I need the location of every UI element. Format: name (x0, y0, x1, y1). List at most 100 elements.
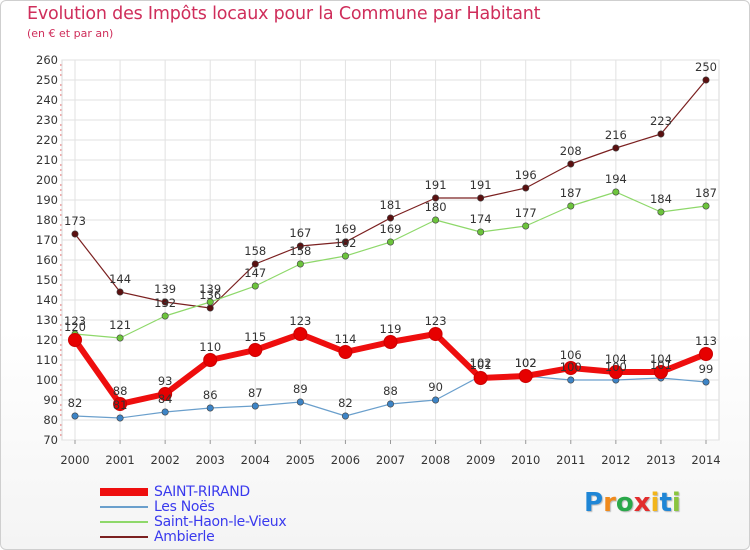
data-point-saint-haon-le-vieux (702, 202, 710, 210)
y-minor-tick (60, 224, 62, 226)
data-label-saint-haon-le-vieux: 132 (154, 296, 176, 310)
data-label-saint-haon-le-vieux: 180 (425, 200, 447, 214)
x-tick-label: 2002 (151, 453, 180, 467)
x-tick-label: 2007 (376, 453, 405, 467)
y-minor-tick (60, 94, 62, 96)
legend-label-ambierle: Ambierle (154, 529, 215, 545)
y-minor-tick (60, 254, 62, 256)
legend-swatch-saint-haon-le-vieux (100, 521, 148, 523)
y-minor-tick (60, 69, 62, 71)
data-label-ambierle: 169 (334, 222, 356, 236)
data-label-ambierle: 181 (380, 198, 402, 212)
data-point-les-no-s (206, 404, 214, 412)
y-minor-tick (60, 324, 62, 326)
y-tick-label: 230 (36, 113, 58, 127)
data-point-ambierle (161, 298, 169, 306)
y-minor-tick (60, 204, 62, 206)
data-label-les-no-s: 90 (428, 380, 443, 394)
brand-letter: t (659, 488, 672, 518)
data-point-saint-rirand (699, 347, 713, 361)
y-tick-label: 90 (43, 393, 58, 407)
y-minor-tick (60, 154, 62, 156)
data-point-saint-rirand (383, 335, 398, 349)
y-tick-label: 150 (36, 273, 58, 287)
y-minor-tick (60, 249, 62, 251)
data-label-saint-rirand: 119 (380, 322, 402, 336)
brand-letter: i (671, 488, 681, 518)
data-label-ambierle: 167 (289, 226, 311, 240)
data-label-les-no-s: 88 (383, 384, 398, 398)
x-tick-label: 2011 (556, 453, 585, 467)
y-minor-tick (60, 269, 62, 271)
data-point-les-no-s (71, 412, 79, 420)
y-tick-label: 250 (36, 73, 58, 87)
y-minor-tick (60, 244, 62, 246)
data-point-ambierle (71, 230, 79, 238)
data-label-ambierle: 191 (470, 178, 492, 192)
data-label-saint-haon-le-vieux: 184 (650, 192, 672, 206)
data-label-ambierle: 158 (244, 244, 266, 258)
data-point-saint-haon-le-vieux (522, 222, 530, 230)
y-tick-label: 80 (43, 413, 58, 427)
data-label-saint-rirand: 101 (470, 358, 492, 372)
y-minor-tick (60, 74, 62, 76)
x-tick-label: 2014 (691, 453, 720, 467)
data-point-ambierle (432, 194, 440, 202)
y-minor-tick (60, 89, 62, 91)
data-label-saint-haon-le-vieux: 123 (64, 314, 86, 328)
data-label-saint-haon-le-vieux: 169 (380, 222, 402, 236)
brand-letter: P (584, 488, 604, 518)
data-point-ambierle (296, 242, 304, 250)
y-tick-label: 160 (36, 253, 58, 267)
data-label-saint-haon-le-vieux: 139 (199, 282, 221, 296)
data-label-saint-rirand: 123 (289, 314, 311, 328)
data-point-saint-rirand (473, 371, 488, 385)
y-minor-tick (60, 394, 62, 396)
y-minor-tick (60, 129, 62, 131)
brand-letter: o (615, 488, 634, 518)
data-label-saint-rirand: 104 (650, 352, 672, 366)
y-tick-label: 190 (36, 193, 58, 207)
data-label-les-no-s: 100 (560, 360, 582, 374)
y-minor-tick (60, 334, 62, 336)
data-point-ambierle (657, 130, 665, 138)
y-minor-tick (60, 349, 62, 351)
x-tick-label: 2005 (286, 453, 315, 467)
data-point-saint-haon-le-vieux (612, 188, 620, 196)
data-point-saint-rirand (158, 387, 173, 401)
data-point-saint-haon-le-vieux (386, 238, 394, 246)
y-tick-label: 120 (36, 333, 58, 347)
y-minor-tick (60, 424, 62, 426)
data-point-saint-haon-le-vieux (251, 282, 259, 290)
data-point-saint-haon-le-vieux (341, 252, 349, 260)
data-label-saint-haon-le-vieux: 177 (515, 206, 537, 220)
data-point-les-no-s (386, 400, 394, 408)
data-label-ambierle: 136 (199, 288, 221, 302)
x-tick-label: 2006 (331, 453, 360, 467)
y-tick-label: 210 (36, 153, 58, 167)
y-tick-label: 200 (36, 173, 58, 187)
chart-subtitle: (en € et par an) (27, 27, 114, 40)
data-label-saint-haon-le-vieux: 174 (470, 212, 492, 226)
data-label-ambierle: 173 (64, 214, 86, 228)
data-point-ambierle (206, 304, 214, 312)
data-point-ambierle (116, 288, 124, 296)
data-point-saint-rirand (518, 369, 533, 383)
brand-letter: r (603, 488, 616, 518)
data-label-saint-rirand: 113 (695, 334, 717, 348)
y-minor-tick (60, 149, 62, 151)
data-point-ambierle (702, 76, 710, 84)
x-tick-label: 2004 (241, 453, 270, 467)
x-tick-label: 2008 (421, 453, 450, 467)
data-label-les-no-s: 82 (68, 396, 83, 410)
x-tick-label: 2009 (466, 453, 495, 467)
brand-letter: i (650, 488, 660, 518)
data-point-ambierle (386, 214, 394, 222)
data-point-saint-rirand (248, 343, 263, 357)
data-point-les-no-s (296, 398, 304, 406)
y-minor-tick (60, 404, 62, 406)
legend-label-saint-rirand: SAINT-RIRAND (154, 484, 250, 500)
data-label-saint-haon-le-vieux: 187 (560, 186, 582, 200)
data-point-saint-haon-le-vieux (116, 334, 124, 342)
y-minor-tick (60, 64, 62, 66)
